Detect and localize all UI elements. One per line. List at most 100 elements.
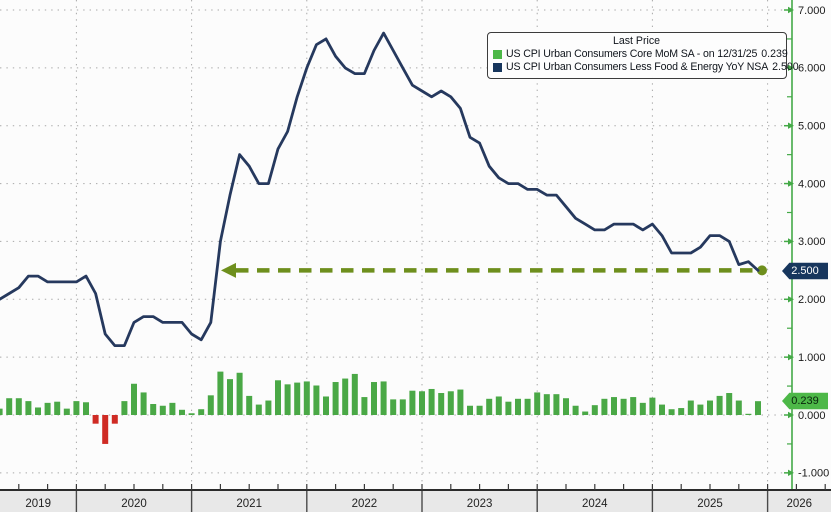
y-tick-arrow-icon — [788, 180, 794, 187]
cpi-mom-bar — [611, 397, 617, 415]
level-arrow — [221, 262, 767, 278]
cpi-mom-bar — [668, 409, 675, 415]
y-axis-label: 1.000 — [798, 352, 826, 364]
y-tick-arrow-icon — [788, 469, 794, 477]
y-tick-arrow-icon — [788, 353, 794, 361]
bar-series-swatch-icon — [493, 50, 502, 59]
cpi-mom-bar — [275, 380, 281, 415]
y-axis-label: 0.000 — [798, 410, 826, 422]
cpi-mom-bar — [390, 399, 397, 415]
cpi-mom-bar — [687, 400, 694, 415]
cpi-mom-bar — [15, 398, 22, 415]
cpi-mom-bar — [246, 395, 253, 415]
cpi-mom-bar — [265, 400, 272, 415]
cpi-mom-bar — [361, 397, 368, 415]
cpi-mom-bar — [54, 401, 61, 415]
cpi-mom-bar — [582, 411, 589, 415]
year-label: 2025 — [697, 498, 723, 510]
cpi-mom-bar — [313, 385, 320, 415]
cpi-mom-bar — [111, 415, 118, 424]
cpi-mom-bar — [438, 393, 445, 415]
year-label: 2020 — [121, 498, 147, 510]
cpi-mom-bar — [543, 394, 550, 415]
cpi-mom-bar — [534, 392, 541, 415]
level-arrow-end-dot — [757, 265, 767, 276]
cpi-mom-bar — [524, 398, 531, 415]
cpi-mom-bar — [73, 401, 80, 415]
y-tick-arrow-icon — [788, 122, 794, 129]
cpi-mom-bar — [601, 398, 608, 415]
legend-label: US CPI Urban Consumers Core MoM SA - on … — [506, 48, 758, 60]
y-axis-label: 2.000 — [798, 294, 826, 306]
cpi-mom-bar — [697, 404, 704, 415]
cpi-mom-bar — [649, 397, 656, 415]
y-tick-arrow-icon — [788, 6, 794, 14]
y-axis-label: 6.000 — [798, 63, 826, 75]
cpi-mom-bar — [716, 395, 723, 415]
cpi-mom-bar — [726, 393, 733, 415]
cpi-mom-bar — [294, 382, 301, 415]
cpi-mom-bar — [591, 405, 598, 415]
cpi-mom-bar — [467, 405, 473, 415]
cpi-mom-bar — [323, 396, 329, 415]
cpi-mom-bar — [553, 394, 560, 415]
cpi-mom-bar — [409, 390, 416, 415]
cpi-mom-bar — [63, 408, 70, 415]
cpi-mom-bar — [371, 382, 377, 415]
year-label: 2023 — [467, 498, 493, 510]
cpi-mom-bar — [486, 398, 493, 415]
year-label: 2024 — [582, 498, 608, 510]
legend-value: 0.239 — [761, 48, 788, 60]
cpi-mom-bar — [745, 413, 752, 415]
y-axis-label: 3.000 — [798, 236, 826, 248]
cpi-mom-bar — [476, 405, 483, 415]
year-label: 2021 — [236, 498, 262, 510]
last-price-badge-mom-bar: 0.239 — [782, 392, 828, 410]
y-axis-label: 5.000 — [798, 121, 826, 133]
cpi-mom-bar — [495, 396, 502, 415]
cpi-mom-bar — [447, 391, 454, 415]
cpi-mom-bar — [572, 405, 579, 415]
y-tick-arrow-icon — [788, 411, 794, 419]
last-price-badge-yoy-line: 2.500 — [782, 262, 828, 280]
legend-row-bar-series: US CPI Urban Consumers Core MoM SA - on … — [493, 48, 788, 61]
cpi-mom-bar — [284, 384, 291, 415]
line-series-swatch-icon — [493, 63, 502, 72]
cpi-mom-bar — [217, 371, 224, 415]
y-tick-arrow-icon — [788, 296, 794, 303]
cpi-mom-bar — [351, 373, 358, 415]
bottom-axis — [0, 484, 831, 491]
cpi-mom-bar — [188, 413, 195, 415]
cpi-mom-bar — [630, 397, 637, 415]
cpi-mom-bar — [755, 401, 761, 415]
cpi-mom-bar — [255, 404, 262, 415]
cpi-mom-bar — [44, 402, 51, 415]
y-axis-label: -1.000 — [798, 468, 829, 480]
cpi-yoy-line — [0, 31, 760, 348]
cpi-mom-bar — [0, 408, 3, 415]
legend-row-line-series: US CPI Urban Consumers Less Food & Energ… — [493, 61, 799, 74]
cpi-mom-bar — [35, 407, 41, 415]
year-label: 2022 — [352, 498, 378, 510]
cpi-mom-bar — [169, 402, 176, 415]
cpi-mom-bar — [735, 400, 742, 415]
cpi-mom-bar — [140, 392, 147, 415]
cpi-mom-bar — [457, 389, 464, 415]
legend-label: US CPI Urban Consumers Less Food & Energ… — [506, 61, 769, 73]
cpi-mom-bar — [236, 372, 243, 415]
legend-box[interactable]: Last Price US CPI Urban Consumers Core M… — [487, 32, 799, 79]
y-tick-arrow-icon — [788, 238, 794, 245]
cpi-mom-bar — [159, 405, 166, 415]
year-strip-bg — [0, 491, 831, 512]
cpi-mom-bar — [179, 409, 185, 415]
cpi-mom-bar — [150, 404, 157, 415]
cpi-mom-bar — [515, 398, 521, 415]
y-axis-label: 4.000 — [798, 178, 826, 190]
mom-bars — [0, 371, 761, 444]
cpi-mom-bar — [131, 383, 137, 415]
cpi-mom-bar — [659, 404, 665, 415]
cpi-mom-bar — [342, 378, 349, 415]
cpi-mom-bar — [83, 402, 89, 415]
y-axis-label: 7.000 — [798, 5, 826, 17]
